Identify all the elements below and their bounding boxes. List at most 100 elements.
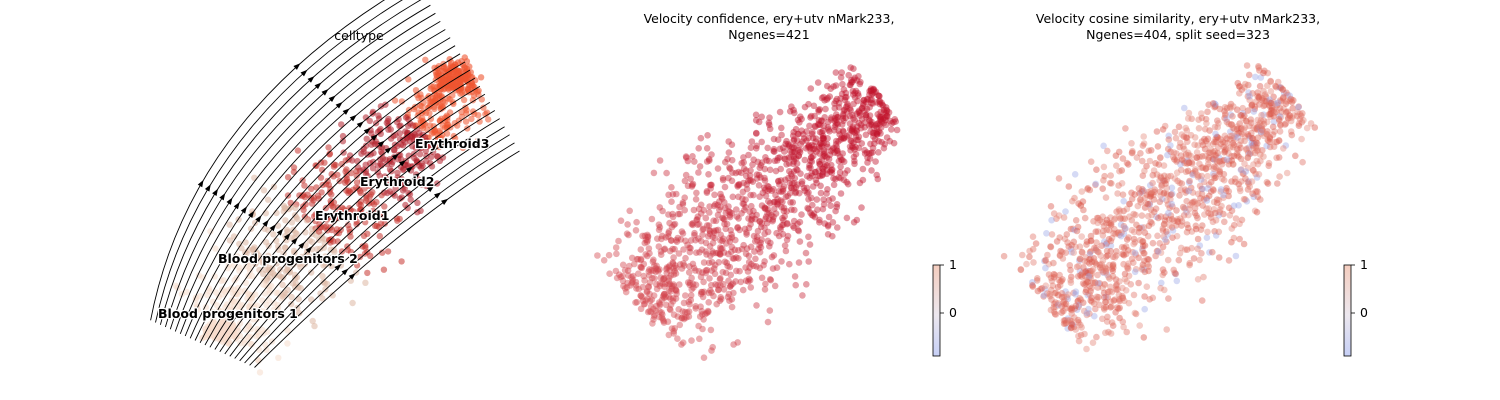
confidence-point <box>693 249 700 256</box>
cosine-similarity-point <box>1050 300 1058 308</box>
confidence-point <box>873 171 880 179</box>
cosine-similarity-point <box>1188 170 1196 178</box>
cosine-similarity-point <box>1107 247 1114 255</box>
cosine-similarity-point <box>1091 312 1098 320</box>
cosine-similarity-point <box>1112 282 1120 290</box>
cosine-similarity-point <box>1253 174 1261 181</box>
celltype-point <box>338 121 345 128</box>
cosine-similarity-point <box>1076 243 1084 250</box>
cosine-similarity-point <box>1222 145 1230 153</box>
cosine-similarity-point <box>1062 300 1070 308</box>
streamline <box>189 45 456 339</box>
cosine-similarity-point <box>1157 284 1164 292</box>
confidence-point <box>861 150 869 157</box>
confidence-point <box>644 308 652 316</box>
cosine-similarity-point <box>1180 145 1188 153</box>
cosine-similarity-point <box>1141 204 1149 211</box>
confidence-point <box>816 216 823 224</box>
cosine-similarity-point <box>1294 108 1301 116</box>
confidence-point <box>684 279 692 286</box>
cosine-similarity-point <box>1138 266 1146 273</box>
streamline-arrow <box>321 89 329 96</box>
confidence-point <box>817 182 824 190</box>
cosine-similarity-point <box>1112 152 1120 159</box>
confidence-point <box>777 197 784 204</box>
cosine-similarity-point <box>1073 227 1081 235</box>
celltype-point <box>376 172 383 179</box>
cosine-similarity-point <box>1194 276 1202 283</box>
celltype-point <box>229 327 237 334</box>
confidence-point <box>851 146 858 153</box>
cosine-similarity-point <box>1173 207 1180 214</box>
cosine-similarity-point <box>1244 178 1252 186</box>
cosine-similarity-point <box>1129 147 1136 155</box>
cosine-similarity-point <box>1215 167 1222 175</box>
cosine-similarity-point <box>1100 269 1107 277</box>
confidence-point <box>700 316 707 323</box>
confidence-point <box>659 293 667 300</box>
cosine-similarity-point <box>1156 154 1164 162</box>
cosine-similarity-point <box>1206 127 1213 134</box>
confidence-point <box>692 236 699 244</box>
cosine-similarity-point <box>1159 225 1167 232</box>
cosine-similarity-point <box>1054 301 1062 309</box>
confidence-point <box>659 280 666 288</box>
celltype-point <box>339 138 347 145</box>
cosine-similarity-point <box>1213 138 1220 146</box>
celltype-point <box>363 135 370 142</box>
confidence-point <box>845 71 852 79</box>
confidence-point <box>795 259 803 266</box>
confidence-point <box>722 209 730 217</box>
streamline-arrow <box>305 246 313 254</box>
cosine-similarity-point <box>1165 132 1172 140</box>
confidence-point <box>748 138 756 145</box>
colorbar-cosine-bar <box>1343 264 1352 357</box>
cosine-similarity-point <box>1106 179 1114 187</box>
cosine-similarity-point <box>1165 209 1172 217</box>
cosine-similarity-point <box>1078 324 1085 331</box>
confidence-point <box>855 92 862 99</box>
cosine-similarity-point <box>1205 101 1212 108</box>
confidence-point <box>866 112 874 119</box>
confidence-point <box>750 262 757 270</box>
cosine-similarity-point <box>1215 212 1223 219</box>
confidence-point <box>623 284 631 291</box>
confidence-point <box>855 73 862 80</box>
confidence-point <box>662 280 669 288</box>
confidence-point <box>747 167 754 174</box>
confidence-point <box>839 80 846 88</box>
confidence-point <box>795 227 803 235</box>
confidence-point <box>818 129 825 136</box>
cosine-similarity-point <box>1252 73 1259 81</box>
confidence-point <box>788 148 796 156</box>
cosine-similarity-point <box>1119 294 1127 302</box>
confidence-point <box>802 145 810 152</box>
cosine-similarity-point <box>1183 187 1191 195</box>
confidence-point <box>870 124 878 131</box>
celltype-point <box>396 136 404 143</box>
cosine-similarity-point <box>1241 84 1248 91</box>
cosine-similarity-point <box>1123 328 1130 336</box>
cosine-similarity-point <box>1207 178 1215 186</box>
confidence-point <box>639 283 647 291</box>
confidence-point <box>859 104 866 112</box>
confidence-point <box>882 113 890 121</box>
cosine-similarity-point <box>1232 215 1240 222</box>
confidence-point <box>785 143 793 150</box>
confidence-point <box>707 326 715 334</box>
cosine-similarity-point <box>1159 227 1167 234</box>
confidence-point <box>775 187 783 195</box>
cosine-similarity-point <box>1280 105 1287 112</box>
cosine-similarity-point <box>1160 233 1167 240</box>
cosine-similarity-point <box>1081 281 1088 288</box>
confidence-point <box>834 114 842 121</box>
cosine-similarity-point <box>1193 154 1201 161</box>
cosine-similarity-point <box>1250 144 1257 152</box>
confidence-point <box>803 172 811 180</box>
cosine-similarity-point <box>1192 225 1200 233</box>
cosine-similarity-point <box>1132 265 1140 273</box>
confidence-point <box>769 265 777 272</box>
confidence-point <box>696 163 704 170</box>
confidence-point <box>770 145 778 153</box>
confidence-point <box>780 216 787 224</box>
